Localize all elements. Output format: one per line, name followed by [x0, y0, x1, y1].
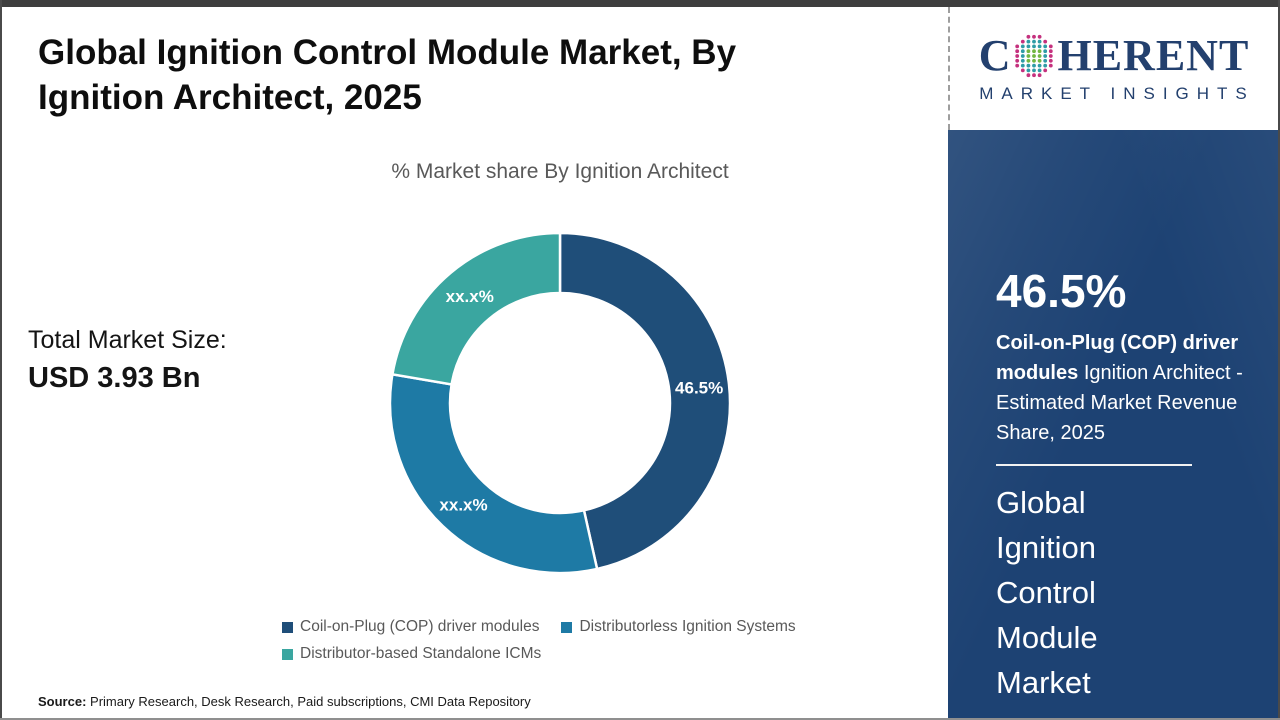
market-size-value: USD 3.93 Bn	[28, 362, 201, 394]
legend-swatch	[561, 621, 573, 633]
source-text: Primary Research, Desk Research, Paid su…	[90, 694, 531, 709]
highlight-segment-name: Coil-on-Plug (COP) driver modules	[996, 332, 1239, 384]
brand-tagline: MARKET INSIGHTS	[979, 84, 1255, 103]
right-border	[1278, 0, 1280, 720]
brand-wordmark: C HERENT	[979, 33, 1250, 79]
bottom-border	[0, 718, 1280, 720]
highlight-description-rest: Ignition Architect - Estimated Market Re…	[996, 362, 1243, 444]
donut-segment	[558, 231, 732, 571]
market-size-label: Total Market Size:	[28, 326, 227, 354]
top-border-bar	[0, 0, 1280, 7]
chart-title: % Market share By Ignition Architect	[391, 160, 729, 183]
left-border	[0, 0, 2, 720]
globe-icon	[1015, 34, 1054, 78]
sidebar: C HERENT MARKET INSIGHTS 46.5% Coil-on-P…	[948, 7, 1278, 718]
legend-item: Coil-on-Plug (COP) driver modules	[282, 618, 539, 636]
legend-label: Distributorless Ignition Systems	[579, 618, 796, 635]
chart-legend: Coil-on-Plug (COP) driver modules Distrib…	[282, 618, 862, 663]
donut-segment	[388, 372, 599, 575]
highlight-description: Coil-on-Plug (COP) driver modules Igniti…	[996, 328, 1248, 448]
highlight-percent: 46.5%	[996, 265, 1127, 317]
donut-chart: 46.5% xx.x% xx.x%	[388, 231, 732, 575]
donut-segment-label: xx.x%	[439, 495, 487, 514]
report-title: Global Ignition Control Module Market	[996, 485, 1098, 700]
source-label: Source:	[38, 694, 87, 709]
legend-label: Coil-on-Plug (COP) driver modules	[300, 618, 540, 635]
legend-swatch	[282, 621, 293, 633]
brand-logo: C HERENT MARKET INSIGHTS	[948, 7, 1278, 130]
legend-item: Distributor-based Standalone ICMs	[282, 645, 541, 663]
brand-letters-rest: HERENT	[1057, 31, 1250, 80]
total-market-size: Total Market Size: USD 3.93 Bn	[28, 326, 227, 395]
legend-item: Distributorless Ignition Systems	[561, 618, 796, 636]
source-note: Source: Primary Research, Desk Research,…	[38, 694, 531, 709]
donut-segment-label: 46.5%	[675, 379, 723, 398]
donut-segment	[390, 231, 562, 386]
legend-swatch	[282, 648, 293, 660]
sidebar-panel: 46.5% Coil-on-Plug (COP) driver modules …	[948, 130, 1278, 718]
page-title: Global Ignition Control Module Market, B…	[38, 33, 737, 117]
brand-letter-c: C	[978, 31, 1012, 80]
donut-segment-label: xx.x%	[446, 287, 494, 306]
divider-line	[996, 464, 1192, 466]
legend-label: Distributor-based Standalone ICMs	[300, 645, 542, 662]
